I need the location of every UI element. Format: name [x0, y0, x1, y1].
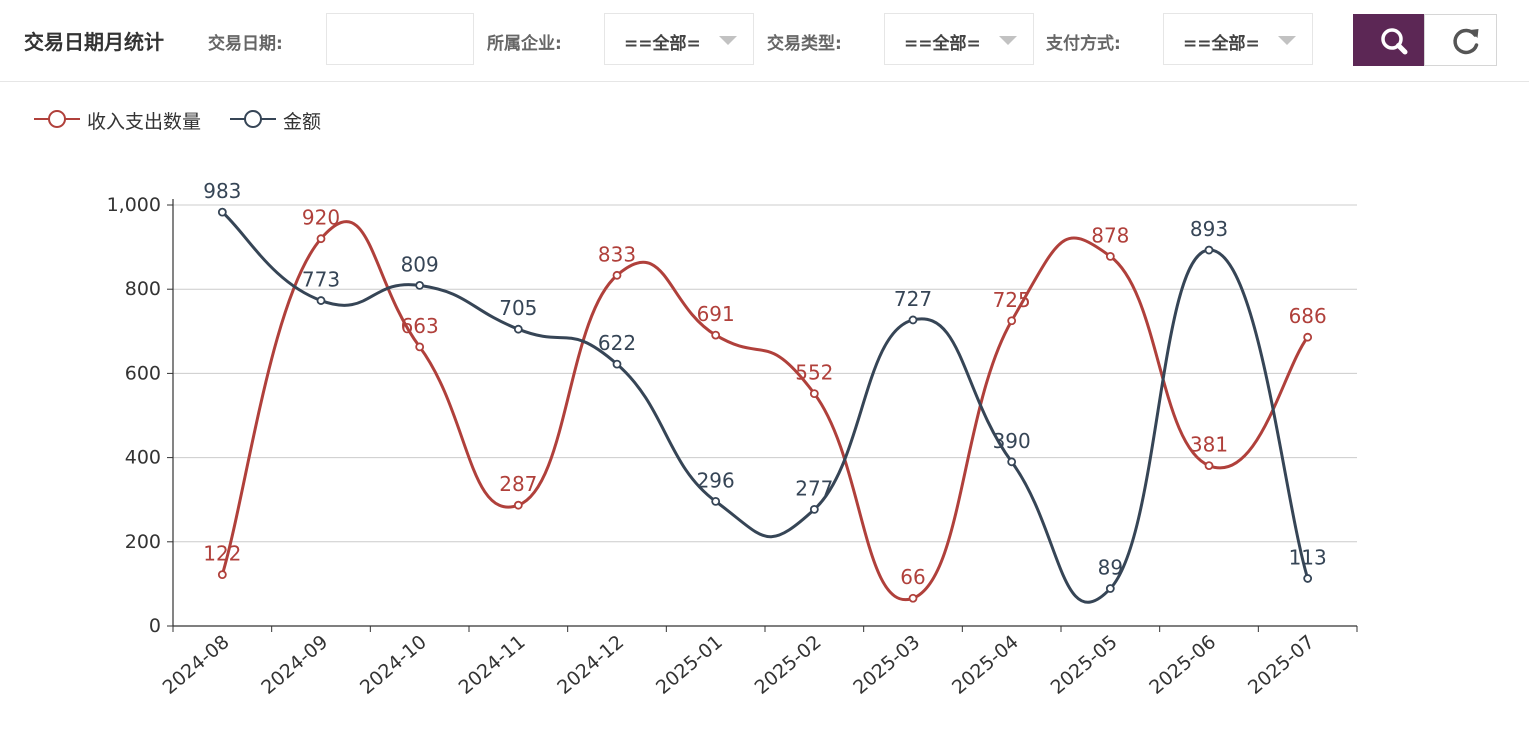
legend-label-amount: 金额 [283, 111, 322, 133]
reset-button[interactable] [1424, 14, 1497, 66]
data-label: 691 [697, 302, 735, 326]
data-label: 686 [1289, 304, 1327, 328]
data-label: 66 [900, 565, 925, 589]
data-label: 390 [993, 429, 1031, 453]
type-select[interactable]: ==全部= [884, 13, 1034, 65]
data-label: 727 [894, 287, 932, 311]
x-tick-label: 2025-07 [1244, 631, 1319, 699]
data-label: 113 [1289, 545, 1327, 569]
x-tick-label: 2024-09 [257, 631, 332, 699]
data-point[interactable] [908, 593, 918, 603]
data-label: 725 [993, 288, 1031, 312]
data-point[interactable] [1105, 251, 1115, 261]
x-tick-label: 2024-08 [159, 631, 234, 699]
filter-toolbar: 交易日期月统计 交易日期: 所属企业: ==全部= 交易类型: ==全部= 支付… [0, 0, 1529, 82]
x-tick-label: 2025-02 [751, 631, 826, 699]
data-point[interactable] [217, 207, 227, 217]
data-point[interactable] [711, 330, 721, 340]
legend-marker-count [34, 110, 80, 128]
x-tick-label: 2024-10 [356, 631, 431, 699]
series-line-1 [220, 220, 1309, 602]
chevron-down-icon [719, 36, 737, 45]
data-point[interactable] [612, 359, 622, 369]
data-point[interactable] [217, 570, 227, 580]
x-tick-label: 2024-11 [455, 631, 530, 699]
legend-marker-amount [230, 110, 276, 128]
x-tick-label: 2025-01 [652, 631, 727, 699]
data-point[interactable] [1007, 457, 1017, 467]
data-label: 983 [203, 179, 241, 203]
data-point[interactable] [809, 504, 819, 514]
payment-select-value: ==全部= [1183, 34, 1260, 54]
data-point[interactable] [1204, 245, 1214, 255]
refresh-icon [1453, 28, 1479, 55]
date-input[interactable] [326, 13, 474, 65]
legend-label-count: 收入支出数量 [87, 111, 202, 133]
data-point[interactable] [1105, 584, 1115, 593]
data-label: 920 [302, 206, 340, 230]
legend-item-amount[interactable]: 金额 [230, 104, 340, 134]
data-label: 878 [1091, 223, 1129, 247]
company-select[interactable]: ==全部= [604, 13, 754, 65]
data-label: 89 [1098, 556, 1123, 580]
company-select-value: ==全部= [624, 34, 701, 54]
data-point[interactable] [316, 296, 326, 305]
data-label: 277 [795, 476, 833, 500]
data-label: 893 [1190, 217, 1228, 241]
data-label: 833 [598, 242, 636, 266]
y-tick-label: 800 [125, 278, 161, 300]
data-point[interactable] [1204, 461, 1214, 470]
type-filter-label: 交易类型: [767, 34, 842, 54]
chevron-down-icon [999, 36, 1017, 45]
data-label: 381 [1190, 433, 1228, 457]
y-tick-label: 200 [125, 531, 161, 553]
x-tick-label: 2025-03 [849, 631, 924, 699]
data-label: 552 [795, 361, 833, 385]
data-point[interactable] [809, 389, 819, 399]
data-point[interactable] [513, 324, 523, 334]
x-tick-label: 2025-05 [1047, 631, 1122, 699]
series-line-2 [221, 211, 1310, 604]
y-tick-label: 600 [125, 362, 161, 384]
data-label: 809 [401, 252, 439, 276]
payment-filter-label: 支付方式: [1046, 34, 1121, 54]
data-label: 773 [302, 268, 340, 292]
type-select-value: ==全部= [904, 34, 981, 54]
search-button[interactable] [1353, 14, 1424, 66]
data-point[interactable] [513, 500, 523, 510]
company-filter-label: 所属企业: [487, 34, 562, 54]
data-label: 622 [598, 331, 636, 355]
data-label: 663 [401, 314, 439, 338]
x-tick-label: 2024-12 [553, 631, 628, 699]
legend-item-count[interactable]: 收入支出数量 [34, 104, 219, 134]
data-point[interactable] [1303, 574, 1313, 583]
y-tick-label: 0 [149, 615, 161, 637]
payment-select[interactable]: ==全部= [1163, 13, 1313, 65]
data-point[interactable] [612, 270, 622, 280]
data-point[interactable] [1303, 332, 1313, 342]
x-tick-label: 2025-06 [1145, 631, 1220, 699]
y-tick-label: 1,000 [107, 194, 161, 216]
data-point[interactable] [908, 315, 918, 325]
data-point[interactable] [316, 234, 326, 244]
data-label: 287 [499, 472, 537, 496]
data-point[interactable] [415, 342, 425, 352]
data-label: 122 [203, 542, 241, 566]
page-title: 交易日期月统计 [24, 30, 164, 54]
search-icon [1381, 28, 1408, 55]
data-point[interactable] [415, 281, 425, 290]
data-point[interactable] [711, 496, 721, 506]
y-tick-label: 400 [125, 447, 161, 469]
data-point[interactable] [1007, 316, 1017, 326]
data-label: 296 [697, 468, 735, 492]
x-tick-label: 2025-04 [948, 631, 1023, 699]
date-filter-label: 交易日期: [208, 34, 283, 54]
chevron-down-icon [1278, 36, 1296, 45]
data-label: 705 [499, 296, 537, 320]
